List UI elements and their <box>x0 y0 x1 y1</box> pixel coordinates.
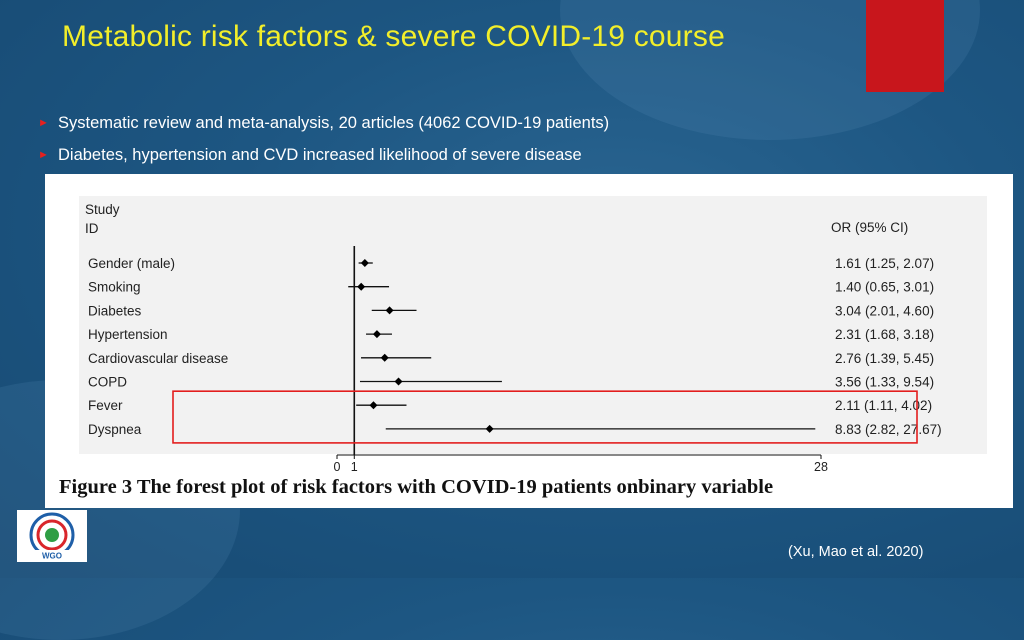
or-ci-value: 3.56 (1.33, 9.54) <box>835 375 934 390</box>
red-accent-block <box>866 0 944 92</box>
id-header: ID <box>85 221 99 236</box>
bullet-text: Diabetes, hypertension and CVD increased… <box>58 145 582 164</box>
point-estimate-marker <box>380 353 389 362</box>
or-ci-value: 2.11 (1.11, 4.02) <box>835 398 932 413</box>
wgo-logo: WGO <box>17 510 87 562</box>
point-estimate-marker <box>485 424 494 433</box>
figure-caption: Figure 3 The forest plot of risk factors… <box>59 476 774 498</box>
or-ci-value: 3.04 (2.01, 4.60) <box>835 303 934 318</box>
study-header: Study <box>85 202 120 217</box>
x-tick-label: 1 <box>351 460 358 474</box>
row-label: Fever <box>88 398 123 413</box>
bullet-list: ► Systematic review and meta-analysis, 2… <box>38 107 609 171</box>
point-estimate-marker <box>385 306 394 315</box>
triangle-bullet-icon: ► <box>38 149 49 161</box>
highlight-box <box>172 390 918 444</box>
row-label: Diabetes <box>88 303 142 318</box>
or-ci-value: 1.40 (0.65, 3.01) <box>835 280 934 295</box>
row-label: COPD <box>88 375 127 390</box>
or-ci-value: 1.61 (1.25, 2.07) <box>835 256 934 271</box>
bullet-text: Systematic review and meta-analysis, 20 … <box>58 113 610 132</box>
point-estimate-marker <box>357 282 366 291</box>
bullet-item: ► Systematic review and meta-analysis, 2… <box>38 107 609 139</box>
or-ci-value: 2.76 (1.39, 5.45) <box>835 351 934 366</box>
slide-title: Metabolic risk factors & severe COVID-19… <box>62 20 725 53</box>
row-label: Gender (male) <box>88 256 175 271</box>
x-tick-label: 0 <box>334 460 341 474</box>
forest-plot-area <box>79 196 987 454</box>
bullet-item: ► Diabetes, hypertension and CVD increas… <box>38 139 609 171</box>
row-label: Smoking <box>88 280 141 295</box>
row-label: Dyspnea <box>88 422 142 437</box>
row-label: Hypertension <box>88 327 168 342</box>
point-estimate-marker <box>372 330 381 339</box>
or-ci-header: OR (95% CI) <box>831 220 908 235</box>
svg-text:WGO: WGO <box>42 552 62 561</box>
figure-panel: Study ID OR (95% CI) Gender (male) 1.61 (1.2… <box>45 174 1013 508</box>
wgo-emblem-icon: WGO <box>29 512 75 561</box>
citation: (Xu, Mao et al. 2020) <box>788 544 924 560</box>
forest-plot: Study ID OR (95% CI) Gender (male) 1.61 (1.2… <box>85 202 942 474</box>
row-label: Cardiovascular disease <box>88 351 228 366</box>
or-ci-value: 8.83 (2.82, 27.67) <box>835 422 942 437</box>
point-estimate-marker <box>360 259 369 267</box>
or-ci-value: 2.31 (1.68, 3.18) <box>835 327 934 342</box>
triangle-bullet-icon: ► <box>38 117 49 129</box>
point-estimate-marker <box>369 401 378 410</box>
x-tick-label: 28 <box>814 460 828 474</box>
point-estimate-marker <box>394 377 403 386</box>
